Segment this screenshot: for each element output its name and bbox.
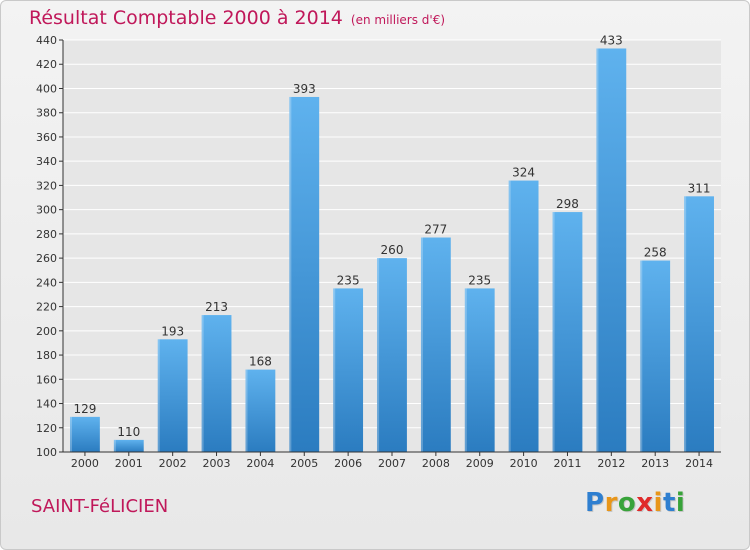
y-tick-label: 320 bbox=[36, 179, 57, 192]
y-tick-label: 400 bbox=[36, 82, 57, 95]
y-tick-label: 140 bbox=[36, 398, 57, 411]
logo-letter: x bbox=[636, 488, 654, 518]
bar-highlight bbox=[420, 237, 423, 452]
bar-2001 bbox=[113, 439, 144, 452]
y-tick-label: 200 bbox=[36, 325, 57, 338]
bar-highlight bbox=[157, 339, 160, 452]
x-tick-label: 2010 bbox=[510, 457, 538, 470]
x-tick-label: 2002 bbox=[159, 457, 187, 470]
data-label-2005: 393 bbox=[293, 82, 316, 96]
bar-2011 bbox=[552, 212, 583, 452]
x-tick-label: 2000 bbox=[71, 457, 99, 470]
logo-letter: r bbox=[604, 488, 618, 518]
bar-2003 bbox=[201, 315, 232, 452]
bar-highlight bbox=[552, 212, 555, 452]
data-label-2009: 235 bbox=[468, 273, 491, 287]
y-tick-label: 180 bbox=[36, 349, 57, 362]
bar-highlight bbox=[508, 180, 511, 453]
x-tick-label: 2009 bbox=[466, 457, 494, 470]
bar-highlight bbox=[113, 439, 116, 452]
y-tick-label: 440 bbox=[36, 34, 57, 47]
chart-title-text: Résultat Comptable 2000 à 2014 bbox=[29, 7, 343, 29]
bar-2012 bbox=[596, 48, 627, 452]
logo-letter: o bbox=[617, 488, 637, 518]
x-tick-label: 2001 bbox=[115, 457, 143, 470]
bar-2002 bbox=[157, 339, 188, 452]
x-tick-label: 2007 bbox=[378, 457, 406, 470]
y-tick-label: 220 bbox=[36, 301, 57, 314]
bar-2013 bbox=[640, 260, 671, 452]
x-tick-label: 2005 bbox=[290, 457, 318, 470]
data-label-2011: 298 bbox=[556, 197, 579, 211]
x-tick-label: 2003 bbox=[203, 457, 231, 470]
bar-2009 bbox=[464, 288, 495, 452]
bar-highlight bbox=[464, 288, 467, 452]
x-tick-label: 2013 bbox=[641, 457, 669, 470]
y-tick-label: 280 bbox=[36, 228, 57, 241]
bar-highlight bbox=[245, 369, 248, 452]
bar-highlight bbox=[640, 260, 643, 452]
y-tick-label: 240 bbox=[36, 276, 57, 289]
chart-unit: (en milliers d'€) bbox=[350, 13, 446, 27]
y-tick-label: 260 bbox=[36, 252, 57, 265]
bar-highlight bbox=[201, 315, 204, 452]
data-label-2000: 129 bbox=[73, 402, 96, 416]
chart-title: Résultat Comptable 2000 à 2014 (en millie… bbox=[29, 7, 445, 29]
x-tick-label: 2014 bbox=[685, 457, 713, 470]
bar-highlight bbox=[377, 258, 380, 452]
logo-letter: i bbox=[675, 488, 686, 518]
data-label-2010: 324 bbox=[512, 166, 535, 180]
bar-highlight bbox=[333, 288, 336, 452]
bar-2008 bbox=[420, 237, 451, 452]
data-label-2007: 260 bbox=[381, 243, 404, 257]
data-label-2008: 277 bbox=[424, 223, 447, 237]
y-tick-label: 100 bbox=[36, 446, 57, 459]
data-label-2002: 193 bbox=[161, 324, 184, 338]
y-tick-label: 420 bbox=[36, 58, 57, 71]
bar-2006 bbox=[333, 288, 364, 452]
bar-highlight bbox=[289, 96, 292, 452]
y-tick-label: 380 bbox=[36, 107, 57, 120]
y-tick-label: 300 bbox=[36, 204, 57, 217]
x-tick-label: 2006 bbox=[334, 457, 362, 470]
bar-2004 bbox=[245, 369, 276, 452]
logo-letter: t bbox=[662, 488, 676, 518]
x-tick-label: 2008 bbox=[422, 457, 450, 470]
y-tick-label: 160 bbox=[36, 373, 57, 386]
bar-2014 bbox=[684, 196, 714, 452]
logo-letter: i bbox=[653, 488, 663, 518]
y-tick-label: 340 bbox=[36, 155, 57, 168]
bar-2000 bbox=[70, 416, 100, 452]
bar-highlight bbox=[684, 196, 687, 452]
x-tick-label: 2011 bbox=[553, 457, 581, 470]
data-label-2001: 110 bbox=[117, 425, 140, 439]
data-label-2004: 168 bbox=[249, 355, 272, 369]
data-label-2013: 258 bbox=[644, 246, 667, 260]
x-tick-label: 2004 bbox=[246, 457, 274, 470]
data-label-2006: 235 bbox=[337, 273, 360, 287]
data-label-2003: 213 bbox=[205, 300, 228, 314]
y-tick-label: 360 bbox=[36, 131, 57, 144]
bar-highlight bbox=[596, 48, 599, 452]
bar-2007 bbox=[377, 258, 407, 452]
bar-2010 bbox=[508, 180, 539, 453]
data-label-2012: 433 bbox=[600, 33, 623, 47]
bar-2005 bbox=[289, 96, 320, 452]
bar-highlight bbox=[70, 416, 73, 452]
y-tick-label: 120 bbox=[36, 422, 57, 435]
town-name: SAINT-FéLICIEN bbox=[31, 496, 169, 517]
logo-letter: P bbox=[585, 488, 605, 518]
proxiti-logo[interactable]: Proxiti bbox=[585, 488, 685, 518]
data-label-2014: 311 bbox=[688, 181, 711, 195]
x-tick-label: 2012 bbox=[597, 457, 625, 470]
